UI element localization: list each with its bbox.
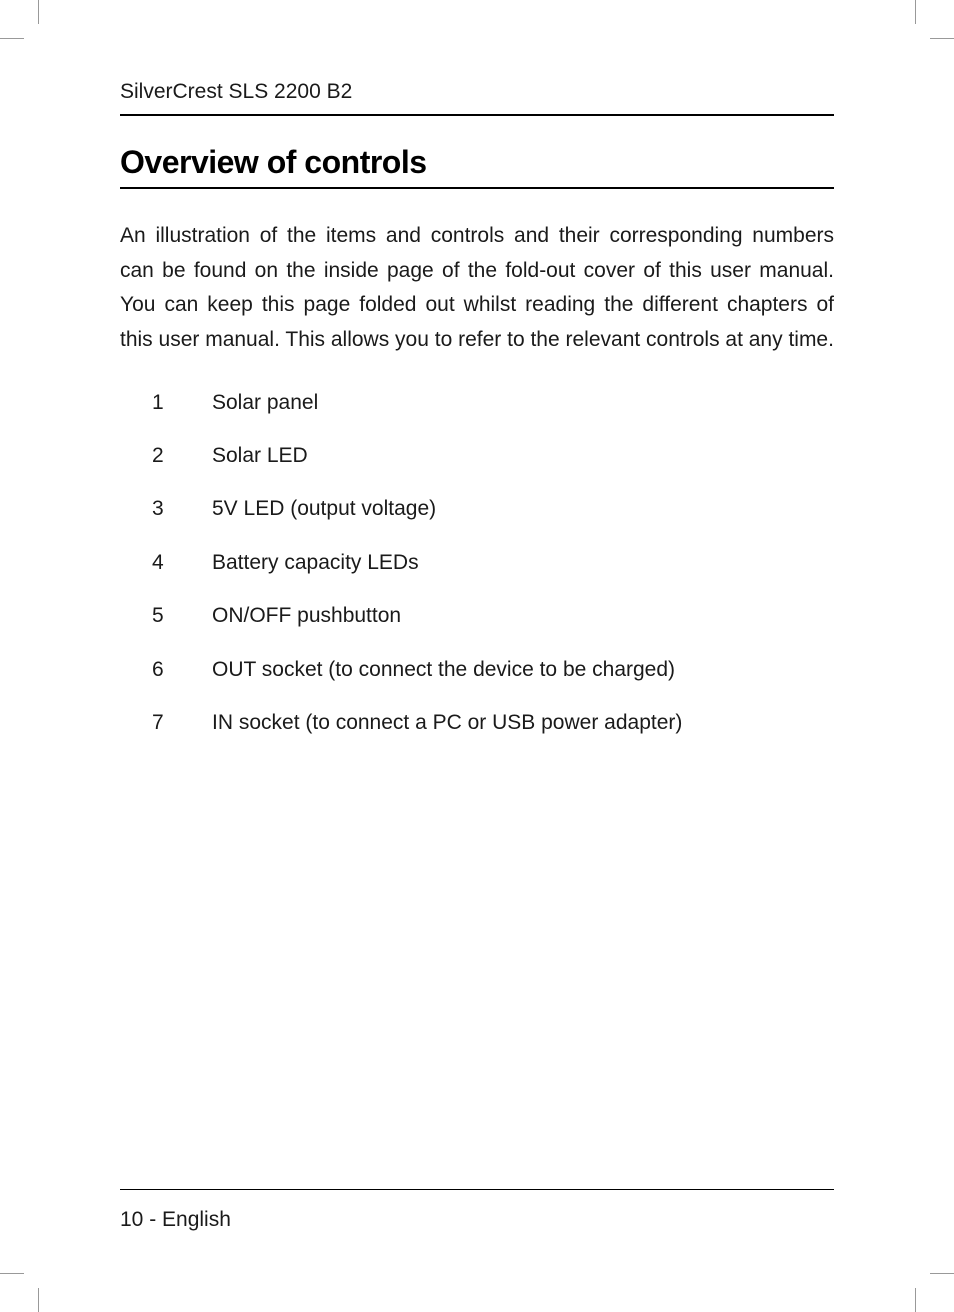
crop-mark bbox=[38, 1288, 39, 1312]
control-number: 6 bbox=[152, 655, 212, 684]
section-title: Overview of controls bbox=[120, 144, 834, 189]
page-header: SilverCrest SLS 2200 B2 bbox=[120, 80, 834, 116]
control-number: 2 bbox=[152, 441, 212, 470]
control-label: Solar panel bbox=[212, 388, 834, 417]
control-number: 1 bbox=[152, 388, 212, 417]
product-name: SilverCrest SLS 2200 B2 bbox=[120, 80, 352, 103]
page-content: SilverCrest SLS 2200 B2 Overview of cont… bbox=[120, 80, 834, 1232]
control-number: 5 bbox=[152, 601, 212, 630]
page-footer: 10 - English bbox=[120, 1189, 834, 1232]
control-item: 1 Solar panel bbox=[152, 388, 834, 417]
control-label: Solar LED bbox=[212, 441, 834, 470]
control-item: 2 Solar LED bbox=[152, 441, 834, 470]
crop-mark bbox=[915, 1288, 916, 1312]
crop-mark bbox=[915, 0, 916, 24]
control-item: 3 5V LED (output voltage) bbox=[152, 494, 834, 523]
control-item: 4 Battery capacity LEDs bbox=[152, 548, 834, 577]
crop-mark bbox=[930, 1273, 954, 1274]
controls-list: 1 Solar panel 2 Solar LED 3 5V LED (outp… bbox=[120, 388, 834, 738]
crop-mark bbox=[38, 0, 39, 24]
control-label: 5V LED (output voltage) bbox=[212, 494, 834, 523]
control-label: IN socket (to connect a PC or USB power … bbox=[212, 708, 834, 737]
control-label: ON/OFF pushbutton bbox=[212, 601, 834, 630]
page-number-label: 10 - English bbox=[120, 1208, 231, 1231]
control-label: OUT socket (to connect the device to be … bbox=[212, 655, 834, 684]
control-number: 3 bbox=[152, 494, 212, 523]
crop-mark bbox=[0, 38, 24, 39]
control-item: 7 IN socket (to connect a PC or USB powe… bbox=[152, 708, 834, 737]
control-number: 4 bbox=[152, 548, 212, 577]
crop-mark bbox=[0, 1273, 24, 1274]
crop-mark bbox=[930, 38, 954, 39]
control-item: 5 ON/OFF pushbutton bbox=[152, 601, 834, 630]
control-number: 7 bbox=[152, 708, 212, 737]
control-label: Battery capacity LEDs bbox=[212, 548, 834, 577]
control-item: 6 OUT socket (to connect the device to b… bbox=[152, 655, 834, 684]
section-body-text: An illustration of the items and control… bbox=[120, 219, 834, 358]
